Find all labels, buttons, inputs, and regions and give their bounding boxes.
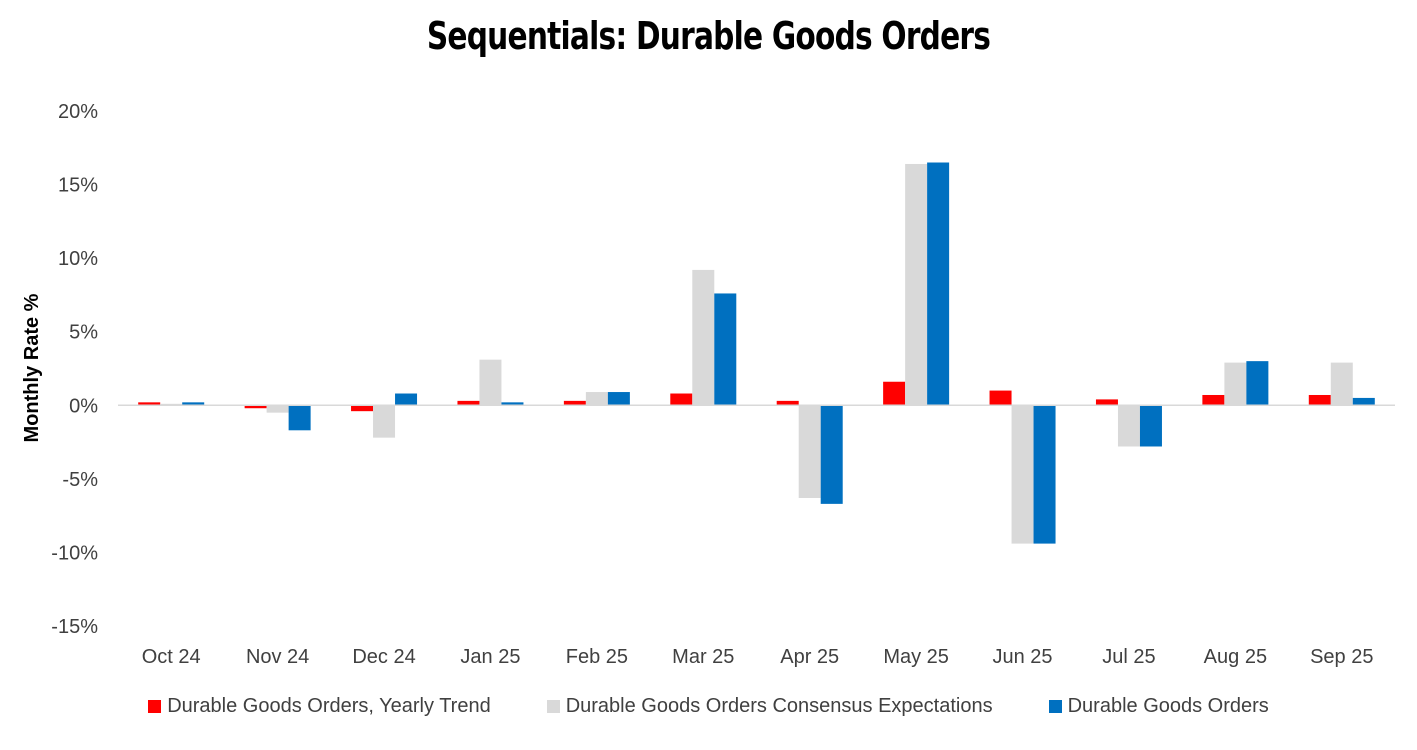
legend-label: Durable Goods Orders, Yearly Trend [167, 694, 491, 717]
legend: Durable Goods Orders, Yearly Trend Durab… [0, 692, 1417, 720]
bar-0070c0-0 [182, 402, 205, 406]
bar-d9d9d9-11 [1330, 362, 1353, 406]
category-labels: Oct 24 Nov 24 Dec 24 Jan 25 Feb 25 Mar 25 Apr … [142, 646, 1374, 668]
y-tick-label: 5% [69, 322, 98, 344]
bar-ff0000-2 [351, 405, 374, 412]
bar-ff0000-1 [244, 405, 267, 409]
bar-ff0000-6 [776, 400, 799, 406]
x-tick-label: Jan 25 [460, 646, 520, 668]
y-tick-label: 10% [58, 248, 98, 270]
bars [138, 162, 1375, 544]
bar-ff0000-7 [883, 381, 906, 406]
bar-ff0000-9 [1095, 399, 1118, 406]
chart-title: Sequentials: Durable Goods Orders [426, 14, 991, 58]
bar-0070c0-1 [288, 405, 311, 431]
bar-d9d9d9-2 [373, 405, 396, 438]
legend-label: Durable Goods Orders [1067, 694, 1269, 717]
legend-swatch-red [148, 699, 162, 713]
y-axis-ticks: -15% -10% -5% 0% 5% 10% 15% 20% [51, 101, 98, 638]
x-tick-label: Feb 25 [566, 646, 628, 668]
legend-item-consensus: Durable Goods Orders Consensus Expectati… [546, 694, 993, 718]
bar-0070c0-8 [1033, 405, 1056, 544]
legend-swatch-gray [546, 699, 560, 713]
x-tick-label: Mar 25 [672, 646, 734, 668]
bar-d9d9d9-9 [1117, 405, 1140, 447]
y-tick-label: -5% [62, 469, 98, 491]
bar-ff0000-4 [563, 400, 586, 406]
y-tick-label: 15% [58, 175, 98, 197]
bar-0070c0-2 [395, 393, 418, 406]
bar-0070c0-9 [1139, 405, 1162, 447]
y-tick-label: 0% [69, 395, 98, 417]
bar-ff0000-8 [989, 390, 1012, 406]
bar-ff0000-0 [138, 402, 161, 406]
x-tick-label: Jun 25 [993, 646, 1053, 668]
bar-0070c0-7 [927, 162, 950, 406]
y-tick-label: -15% [51, 616, 98, 638]
x-tick-label: Apr 25 [780, 646, 839, 668]
bar-d9d9d9-5 [692, 269, 715, 406]
legend-item-durable-goods: Durable Goods Orders [1048, 694, 1269, 718]
y-tick-label: -10% [51, 542, 98, 564]
bar-0070c0-10 [1246, 361, 1269, 406]
y-tick-label: 20% [58, 101, 98, 123]
bar-d9d9d9-4 [585, 392, 608, 406]
bar-0070c0-11 [1352, 397, 1375, 406]
legend-swatch-blue [1048, 699, 1062, 713]
x-tick-label: Jul 25 [1102, 646, 1155, 668]
bar-0070c0-5 [714, 293, 737, 406]
legend-label: Durable Goods Orders Consensus Expectati… [565, 694, 993, 717]
x-tick-label: Sep 25 [1310, 646, 1373, 668]
bar-0070c0-3 [501, 402, 524, 406]
bar-d9d9d9-10 [1224, 362, 1247, 406]
bar-d9d9d9-1 [266, 405, 289, 413]
x-tick-label: Aug 25 [1204, 646, 1267, 668]
bar-ff0000-5 [670, 393, 693, 406]
x-tick-label: May 25 [883, 646, 949, 668]
bar-d9d9d9-3 [479, 359, 502, 406]
x-tick-label: Dec 24 [352, 646, 415, 668]
x-tick-label: Nov 24 [246, 646, 309, 668]
bar-d9d9d9-8 [1011, 405, 1034, 544]
bar-d9d9d9-7 [905, 163, 928, 406]
x-tick-label: Oct 24 [142, 646, 201, 668]
bar-ff0000-11 [1308, 394, 1331, 406]
bar-ff0000-10 [1202, 394, 1225, 406]
legend-item-yearly-trend: Durable Goods Orders, Yearly Trend [148, 695, 491, 718]
bar-0070c0-4 [607, 392, 630, 406]
bar-0070c0-6 [820, 405, 843, 504]
y-axis-label: Monthly Rate % [21, 293, 43, 442]
bar-ff0000-3 [457, 400, 480, 406]
bar-d9d9d9-6 [798, 405, 821, 498]
